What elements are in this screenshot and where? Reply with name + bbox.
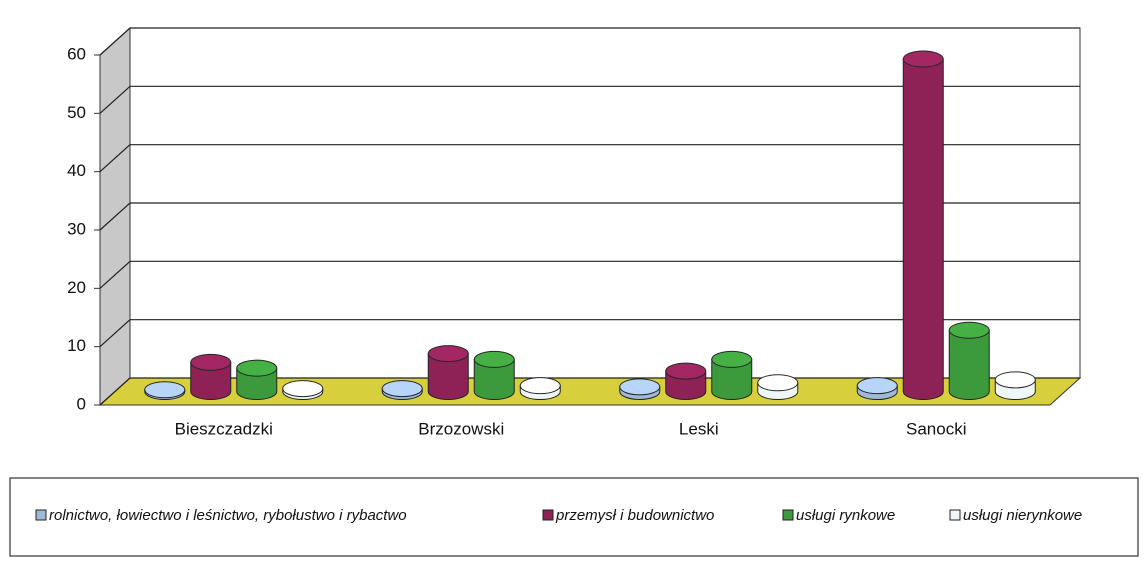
bar-cap — [856, 377, 898, 395]
legend-swatch — [542, 509, 554, 521]
bar-cap — [948, 321, 990, 339]
bar — [473, 358, 515, 400]
bar-cap — [757, 374, 799, 392]
legend-label: usługi rynkowe — [796, 507, 895, 524]
bar-cap — [711, 350, 753, 368]
y-tick-label: 0 — [77, 394, 86, 413]
bar-cap — [902, 50, 944, 68]
y-tick-label: 50 — [67, 103, 86, 122]
y-tick-label: 40 — [67, 161, 86, 180]
bar — [236, 367, 278, 400]
legend-label: usługi nierynkowe — [963, 507, 1082, 524]
legend-box — [9, 477, 1139, 557]
bar — [902, 58, 944, 400]
legend-swatch — [35, 509, 47, 521]
bar-cap — [144, 381, 186, 399]
grid-line — [99, 319, 1080, 348]
y-tick-label: 10 — [67, 336, 86, 355]
bar — [427, 353, 469, 400]
x-tick-label: Bieszczadzki — [175, 419, 273, 438]
x-tick-label: Leski — [679, 419, 719, 438]
y-tick-label: 60 — [67, 44, 86, 63]
y-tick-label: 30 — [67, 219, 86, 238]
bar-cap — [381, 380, 423, 398]
grid-line — [99, 202, 1080, 231]
legend-swatch — [949, 509, 961, 521]
legend-label: przemysł i budownictwo — [555, 507, 714, 524]
grid-line — [99, 260, 1080, 289]
grid-line — [99, 144, 1080, 173]
x-tick-label: Brzozowski — [418, 419, 504, 438]
bar-cap — [427, 345, 469, 363]
grid-line — [99, 27, 1080, 56]
y-tick-label: 20 — [67, 278, 86, 297]
bar-cap — [282, 380, 324, 398]
bar-cap — [473, 350, 515, 368]
grid-line — [99, 85, 1080, 114]
bar-cap — [665, 362, 707, 380]
legend-swatch — [782, 509, 794, 521]
bar-cap — [236, 359, 278, 377]
bar-cap — [519, 377, 561, 395]
bar — [948, 329, 990, 400]
bar-cap — [619, 378, 661, 396]
bar — [190, 361, 232, 400]
bar — [711, 358, 753, 400]
bar-cap — [190, 353, 232, 371]
bar-cap — [994, 371, 1036, 389]
legend-label: rolnictwo, łowiectwo i leśnictwo, rybołu… — [49, 507, 407, 524]
x-tick-label: Sanocki — [906, 419, 966, 438]
